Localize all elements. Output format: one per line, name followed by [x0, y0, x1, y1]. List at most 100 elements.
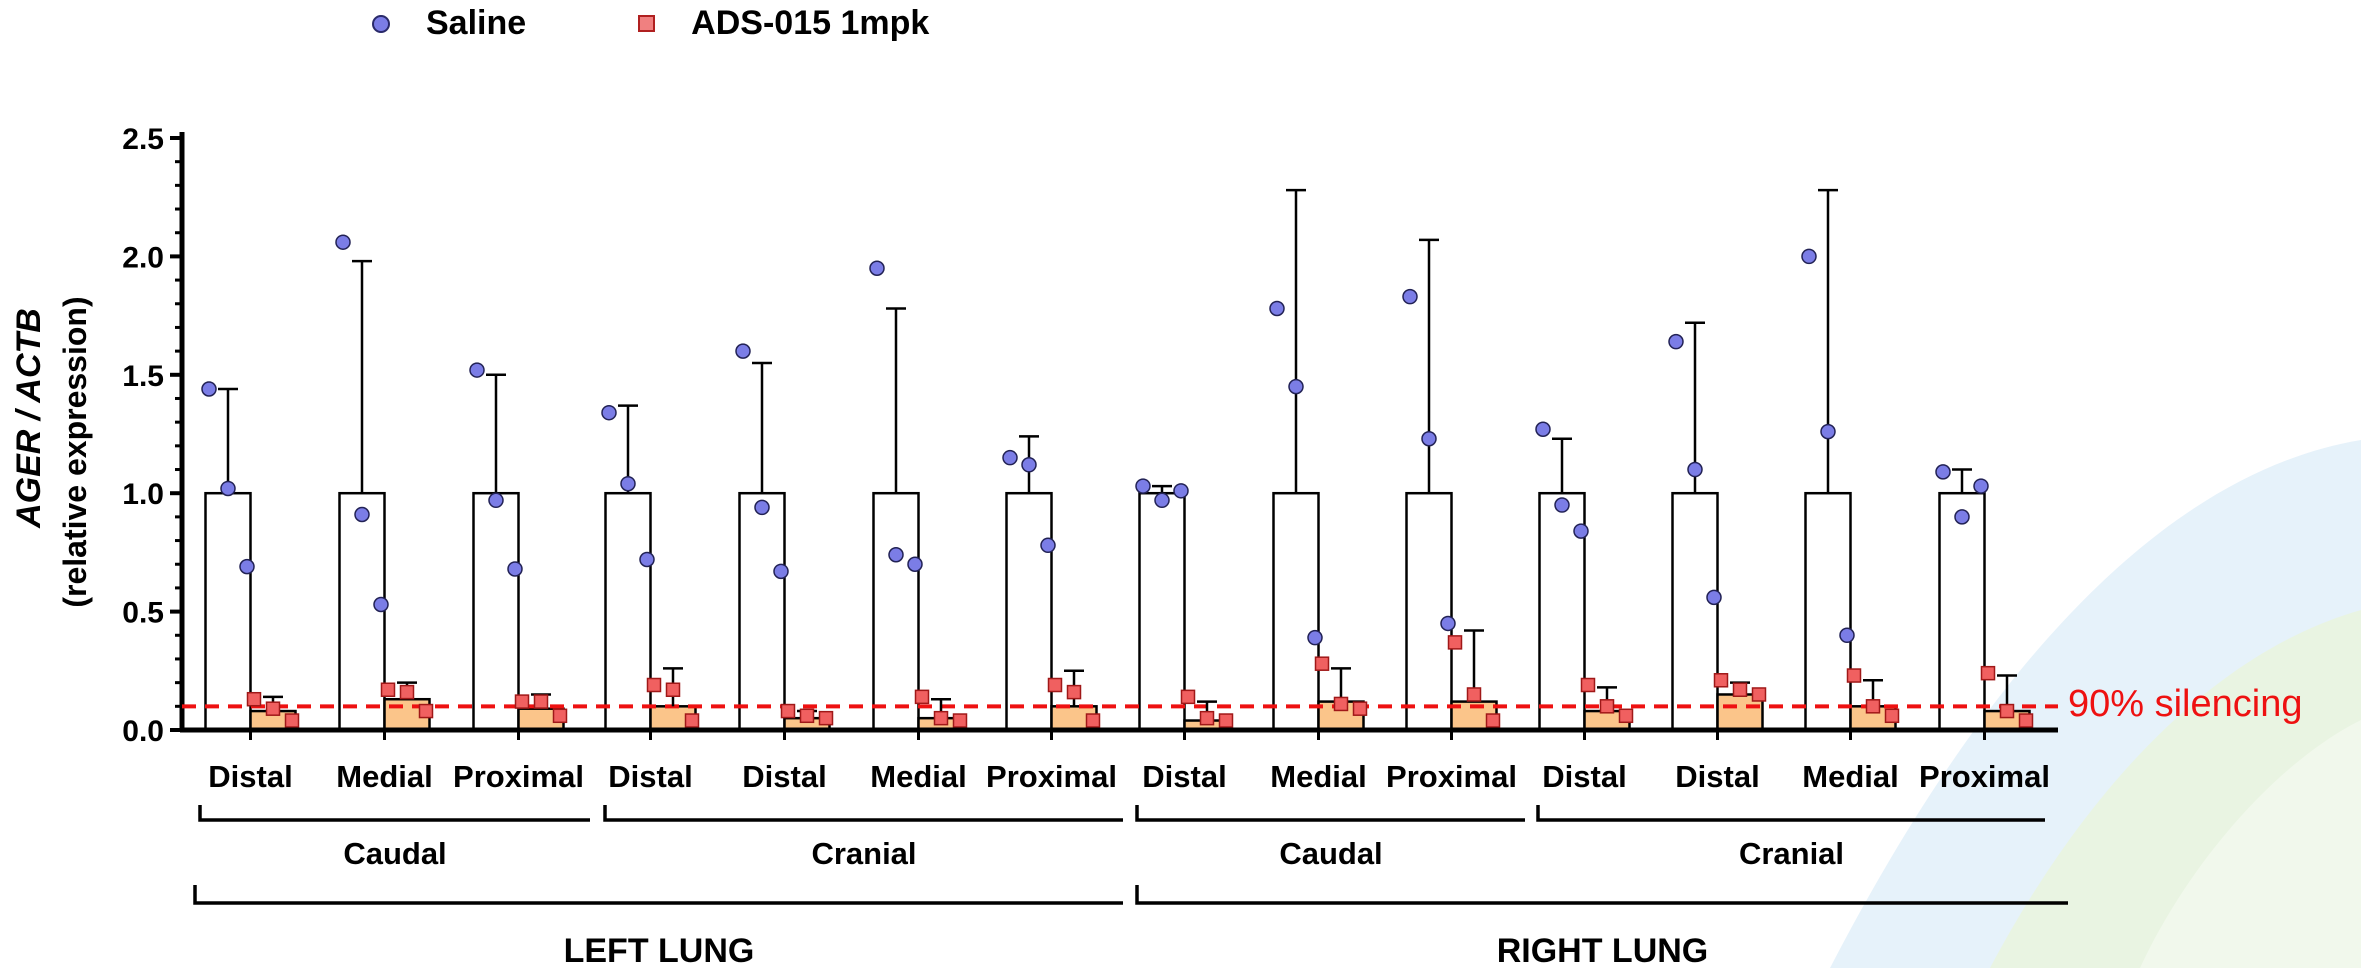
threshold-label: 90% silencing [2068, 683, 2302, 725]
point-saline [1555, 498, 1569, 512]
x-tick-label: Proximal [1919, 759, 2050, 794]
point-saline [1270, 301, 1284, 315]
point-ads [1982, 667, 1995, 680]
point-saline [1840, 628, 1854, 642]
point-saline [621, 477, 635, 491]
x-tick-label: Distal [608, 759, 692, 794]
point-saline [602, 406, 616, 420]
point-saline [1974, 479, 1988, 493]
point-saline [1707, 590, 1721, 604]
point-ads [1201, 712, 1214, 725]
bar-saline [606, 493, 651, 730]
y-axis-sublabel: (relative expression) [57, 296, 93, 607]
y-tick-label: 2.5 [122, 123, 164, 156]
group-bracket [605, 805, 1123, 820]
point-saline [889, 548, 903, 562]
bar-saline [206, 493, 251, 730]
point-ads [1182, 690, 1195, 703]
group-label: Caudal [343, 836, 446, 871]
y-tick-label: 1.0 [122, 478, 164, 511]
point-saline [1136, 479, 1150, 493]
point-ads [1354, 702, 1367, 715]
point-saline [1802, 249, 1816, 263]
point-saline [470, 363, 484, 377]
y-tick-label: 1.5 [122, 360, 164, 393]
point-saline [240, 560, 254, 574]
group-label: Cranial [1739, 836, 1844, 871]
point-ads [382, 683, 395, 696]
point-ads [1715, 674, 1728, 687]
group-bracket [200, 805, 590, 820]
point-saline [1003, 451, 1017, 465]
bar-saline [1806, 493, 1851, 730]
supergroup-bracket [195, 885, 1123, 903]
y-tick-label: 0.5 [122, 597, 164, 630]
point-ads [248, 693, 261, 706]
point-ads [1087, 714, 1100, 727]
bar-saline [740, 493, 785, 730]
point-saline [870, 261, 884, 275]
point-ads [1601, 700, 1614, 713]
point-ads [1487, 714, 1500, 727]
point-saline [1574, 524, 1588, 538]
point-ads [535, 695, 548, 708]
point-saline [1403, 290, 1417, 304]
point-saline [1955, 510, 1969, 524]
point-saline [202, 382, 216, 396]
x-tick-label: Proximal [986, 759, 1117, 794]
bar-saline [1940, 493, 1985, 730]
x-tick-label: Proximal [453, 759, 584, 794]
point-ads [782, 705, 795, 718]
point-saline [1936, 465, 1950, 479]
point-saline [1669, 335, 1683, 349]
bar-saline [340, 493, 385, 730]
y-tick-label: 0.0 [122, 715, 164, 748]
group-brackets: Caudal Cranial Caudal Cranial LEFT LUNG RIGHT… [195, 805, 2068, 968]
point-ads [401, 686, 414, 699]
point-ads [1848, 669, 1861, 682]
point-ads [1068, 686, 1081, 699]
point-ads [554, 709, 567, 722]
point-ads [1449, 636, 1462, 649]
x-tick-label: Medial [336, 759, 432, 794]
point-saline [489, 493, 503, 507]
x-tick-label: Distal [742, 759, 826, 794]
x-tick-label: Distal [1542, 759, 1626, 794]
point-saline [736, 344, 750, 358]
point-ads [1049, 679, 1062, 692]
point-ads [1753, 688, 1766, 701]
bar-saline [1274, 493, 1319, 730]
point-ads [820, 712, 833, 725]
point-ads [801, 709, 814, 722]
point-saline [640, 553, 654, 567]
y-axis: 0.0 0.5 1.0 1.5 2.0 2.5 [122, 123, 182, 748]
point-ads [286, 714, 299, 727]
point-saline [1041, 538, 1055, 552]
x-tick-label: Medial [870, 759, 966, 794]
x-tick-label: Medial [1802, 759, 1898, 794]
point-ads [1886, 709, 1899, 722]
x-tick-label: Distal [1142, 759, 1226, 794]
point-saline [1022, 458, 1036, 472]
point-ads [1468, 688, 1481, 701]
point-saline [1174, 484, 1188, 498]
point-ads [2001, 705, 2014, 718]
point-saline [1422, 432, 1436, 446]
point-saline [908, 557, 922, 571]
point-ads [916, 690, 929, 703]
y-tick-label: 2.0 [122, 241, 164, 274]
point-saline [508, 562, 522, 576]
point-ads [935, 712, 948, 725]
y-axis-label: AGER / ACTB [10, 308, 48, 529]
point-ads [420, 705, 433, 718]
group-bracket [1137, 805, 1525, 820]
point-saline [1155, 493, 1169, 507]
point-saline [336, 235, 350, 249]
bar-saline [1673, 493, 1718, 730]
point-saline [374, 597, 388, 611]
point-ads [1734, 683, 1747, 696]
point-ads [1620, 709, 1633, 722]
point-ads [516, 695, 529, 708]
x-axis: Distal Medial Proximal Distal Distal Medial Pr… [180, 730, 2058, 794]
x-tick-label: Medial [1270, 759, 1366, 794]
